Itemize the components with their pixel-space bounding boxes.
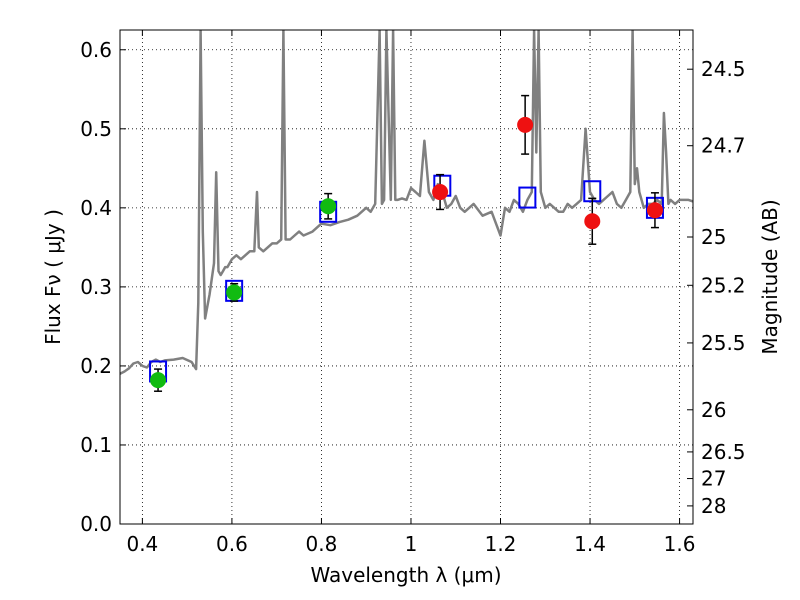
- x-tick-label: 0.8: [306, 532, 338, 556]
- y-tick-label: 0.6: [80, 38, 112, 62]
- y-tick-label: 0.4: [80, 196, 112, 220]
- x-tick-label: 0.6: [216, 532, 248, 556]
- spectrum-line: [120, 30, 693, 375]
- magnitude-tick-label: 25.5: [701, 331, 746, 355]
- y-tick-labels: 0.0 0.1 0.2 0.3 0.4 0.5 0.6: [80, 38, 112, 536]
- magnitude-tick-label: 25: [701, 225, 726, 249]
- observed-points-layer: [150, 116, 663, 389]
- y-tick-label: 0.1: [80, 433, 112, 457]
- magnitude-tick-label: 26: [701, 398, 726, 422]
- y-tick-label: 0.5: [80, 117, 112, 141]
- magnitude-tick-label: 26.5: [701, 440, 746, 464]
- observed-point: [320, 198, 337, 215]
- plot-background: [120, 30, 693, 524]
- y-tick-label: 0.2: [80, 354, 112, 378]
- x-tick-label: 0.4: [126, 532, 158, 556]
- magnitude-tick-label: 27: [701, 467, 726, 491]
- observed-point: [646, 202, 663, 219]
- x-axis-title: Wavelength λ (μm): [310, 563, 501, 587]
- x-tick-labels: 0.4 0.6 0.8 1 1.2 1.4 1.6: [126, 532, 695, 556]
- y-tick-label: 0.0: [80, 512, 112, 536]
- plot-area: [120, 30, 693, 392]
- x-tick-label: 1.6: [664, 532, 696, 556]
- observed-point: [517, 116, 534, 133]
- model-photometry-point: [518, 186, 537, 209]
- x-tick-label: 1: [405, 532, 418, 556]
- observed-point: [226, 284, 243, 301]
- observed-point: [432, 184, 449, 201]
- x-tick-label: 1.2: [485, 532, 517, 556]
- observed-point: [584, 213, 601, 230]
- magnitude-tick-label: 28: [701, 494, 726, 518]
- right-axis-title: Magnitude (AB): [758, 199, 782, 354]
- observed-point: [150, 372, 167, 389]
- magnitude-tick-label: 24.7: [701, 134, 746, 158]
- x-tick-label: 1.4: [574, 532, 606, 556]
- magnitude-tick-label: 25.2: [701, 273, 746, 297]
- magnitude-tick-label: 24.5: [701, 57, 746, 81]
- plot-frame: [119, 29, 694, 525]
- y-axis-title: Flux Fν ( μJy ): [41, 209, 65, 345]
- spectrum-layer: [120, 30, 693, 375]
- tick-marks: [120, 30, 693, 525]
- magnitude-tick-labels: 24.5 24.7 25 25.2 25.5 26 26.5 27 28: [701, 57, 746, 518]
- y-tick-label: 0.3: [80, 275, 112, 299]
